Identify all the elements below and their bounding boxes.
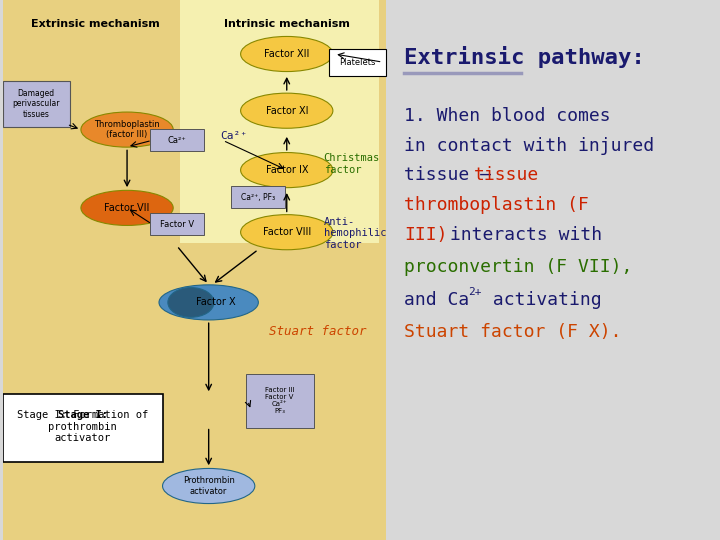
Text: in contact with injured: in contact with injured [404,137,654,155]
Text: Damaged
perivascular
tissues: Damaged perivascular tissues [12,89,60,119]
FancyBboxPatch shape [3,0,386,540]
Text: Ca²⁺: Ca²⁺ [220,131,247,141]
FancyBboxPatch shape [150,129,204,151]
Text: Anti-
hemophilic
factor: Anti- hemophilic factor [324,217,386,250]
Ellipse shape [163,468,255,503]
Text: Factor V: Factor V [160,220,194,228]
Ellipse shape [159,285,258,320]
Text: Factor III
Factor V
Ca²⁺
PF₃: Factor III Factor V Ca²⁺ PF₃ [265,387,294,414]
Ellipse shape [240,215,333,250]
Text: III): III) [404,226,447,244]
Text: proconvertin (F VII),: proconvertin (F VII), [404,258,632,276]
Text: Factor XI: Factor XI [266,106,308,116]
Text: Factor VII: Factor VII [104,203,150,213]
Text: tissue –: tissue – [404,166,502,185]
Ellipse shape [240,93,333,128]
Text: Thromboplastin
(factor III): Thromboplastin (factor III) [94,120,160,139]
FancyBboxPatch shape [3,394,163,462]
Text: Stuart factor: Stuart factor [269,325,366,338]
Text: Ca²⁺: Ca²⁺ [167,136,186,145]
Text: Stage I: Formation of
prothrombin
activator: Stage I: Formation of prothrombin activa… [17,410,148,443]
Text: Extrinsic pathway:: Extrinsic pathway: [404,46,644,68]
Ellipse shape [168,287,214,317]
FancyBboxPatch shape [246,374,314,428]
Text: Extrinsic mechanism: Extrinsic mechanism [31,19,160,29]
Text: and Ca: and Ca [404,291,469,309]
Text: Factor X: Factor X [196,298,235,307]
FancyBboxPatch shape [150,213,204,235]
Text: Factor IX: Factor IX [266,165,308,175]
Text: 1. When blood comes: 1. When blood comes [404,107,611,125]
Text: Factor VIII: Factor VIII [263,227,311,237]
Ellipse shape [240,152,333,187]
Ellipse shape [81,112,174,147]
Text: interacts with: interacts with [439,226,603,244]
Text: Factor XII: Factor XII [264,49,310,59]
Text: Platelets: Platelets [340,58,376,66]
Text: Ca²⁺, PF₃: Ca²⁺, PF₃ [241,193,276,201]
Text: 2+: 2+ [469,287,482,296]
FancyBboxPatch shape [180,0,379,243]
Text: Stage I:: Stage I: [58,410,108,420]
Text: activating: activating [482,291,601,309]
FancyBboxPatch shape [329,49,386,76]
Ellipse shape [81,190,174,226]
Ellipse shape [240,36,333,71]
Text: thromboplastin (F: thromboplastin (F [404,196,589,214]
FancyBboxPatch shape [231,186,285,208]
Text: Prothrombin
activator: Prothrombin activator [183,476,235,496]
FancyBboxPatch shape [3,81,71,127]
Text: tissue: tissue [474,166,539,185]
Text: Stuart factor (F X).: Stuart factor (F X). [404,323,621,341]
Text: Intrinsic mechanism: Intrinsic mechanism [224,19,350,29]
Text: Christmas
factor: Christmas factor [324,153,380,175]
